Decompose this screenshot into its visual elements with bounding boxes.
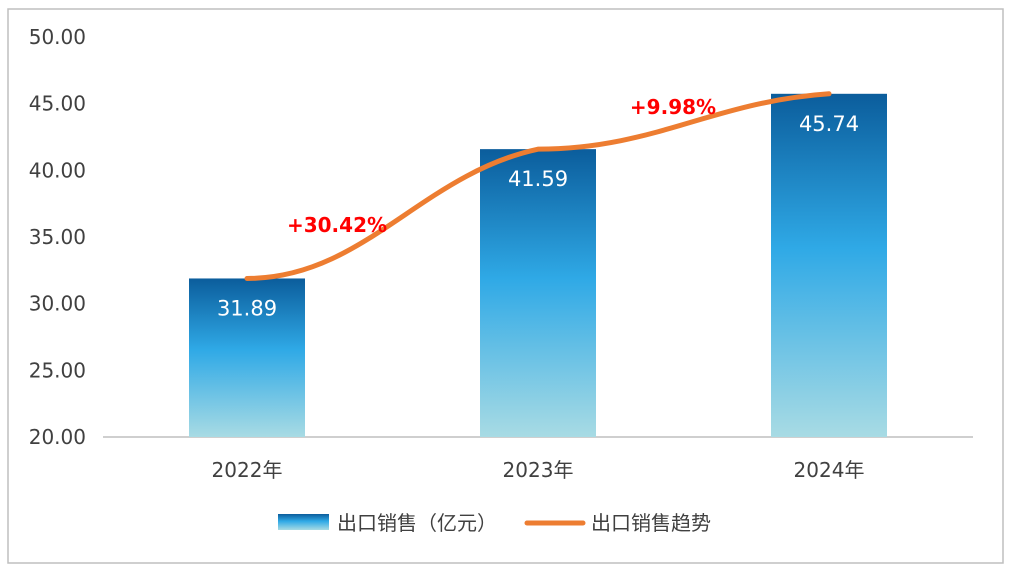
x-category-label: 2023年 [503,458,574,482]
bar-data-labels: 31.89 41.59 45.74 [217,112,859,321]
y-tick-label: 25.00 [29,358,86,382]
legend-line-label: 出口销售趋势 [591,511,711,535]
trend-line [244,91,832,281]
growth-annotation: +30.42% [287,213,387,237]
x-category-label: 2024年 [794,458,865,482]
legend-bar-swatch [278,514,329,530]
bar [480,149,596,437]
bar [771,93,887,438]
legend: 出口销售（亿元） 出口销售趋势 [278,511,711,535]
trend-line-series [244,91,832,281]
bar-value-label: 31.89 [217,296,277,320]
y-tick-label: 30.00 [29,292,86,316]
y-tick-label: 50.00 [29,25,86,49]
y-tick-label: 40.00 [29,158,86,182]
legend-bar-label: 出口销售（亿元） [337,511,497,535]
bar-value-label: 41.59 [508,167,568,191]
bar-series [189,93,887,438]
y-tick-label: 20.00 [29,425,86,449]
y-tick-label: 45.00 [29,92,86,116]
bar-value-label: 45.74 [799,112,859,136]
bar [189,278,305,437]
y-axis-ticks: 20.00 25.00 30.00 35.00 40.00 45.00 50.00 [29,25,86,449]
x-axis-categories: 2022年 2023年 2024年 [212,458,865,482]
growth-annotation: +9.98% [630,95,716,119]
y-tick-label: 35.00 [29,225,86,249]
x-category-label: 2022年 [212,458,283,482]
growth-annotations: +30.42% +9.98% [287,95,716,237]
